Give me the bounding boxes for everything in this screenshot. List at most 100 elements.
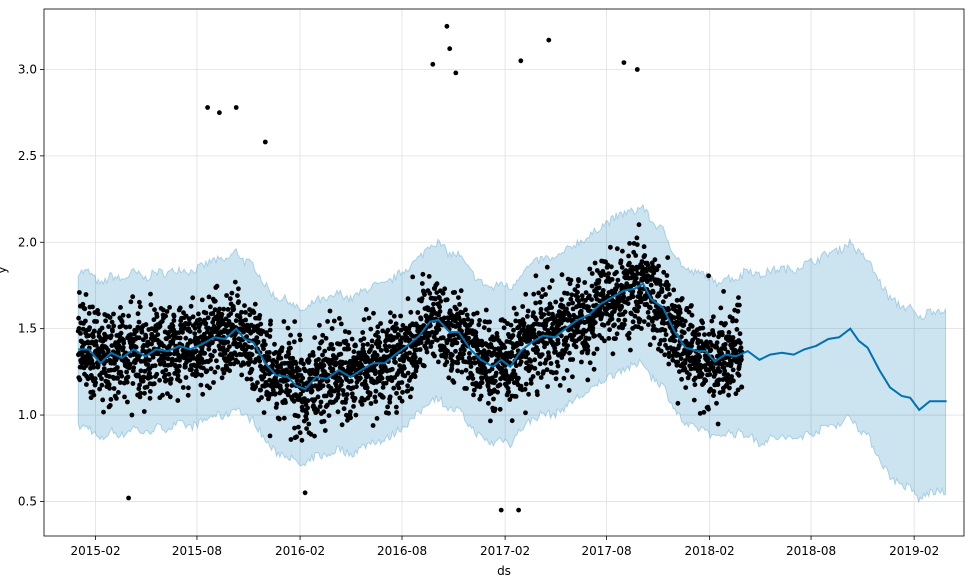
- observed-point: [281, 415, 287, 421]
- observed-point: [329, 342, 335, 347]
- observed-point: [221, 370, 227, 376]
- observed-point: [214, 358, 219, 364]
- observed-point: [667, 292, 672, 297]
- observed-point: [106, 324, 111, 329]
- observed-point: [303, 368, 308, 374]
- observed-point: [625, 301, 631, 306]
- observed-point: [498, 507, 504, 513]
- observed-point: [614, 269, 619, 275]
- observed-point: [590, 325, 596, 331]
- observed-point: [274, 401, 280, 407]
- observed-point: [365, 341, 370, 347]
- observed-point: [96, 311, 101, 317]
- observed-point: [203, 321, 209, 326]
- observed-point: [298, 337, 303, 343]
- observed-point: [187, 329, 193, 334]
- observed-point: [559, 297, 564, 302]
- observed-point: [538, 306, 544, 312]
- observed-point: [658, 338, 664, 343]
- observed-point: [627, 260, 632, 266]
- x-axis-label: ds: [497, 564, 511, 576]
- observed-point: [315, 408, 320, 413]
- observed-point: [738, 340, 743, 346]
- observed-point: [167, 305, 173, 310]
- observed-point: [249, 352, 255, 358]
- observed-point: [644, 268, 649, 274]
- observed-point: [537, 299, 543, 305]
- observed-point: [268, 318, 273, 324]
- observed-point: [486, 327, 492, 333]
- observed-point: [511, 368, 517, 374]
- observed-point: [219, 311, 225, 317]
- observed-point: [662, 327, 668, 333]
- observed-point: [397, 363, 402, 368]
- observed-point: [167, 343, 172, 349]
- observed-point: [738, 345, 744, 351]
- observed-point: [333, 355, 339, 361]
- observed-point: [665, 286, 671, 292]
- observed-point: [91, 364, 97, 370]
- observed-point: [295, 413, 301, 419]
- observed-point: [697, 354, 703, 360]
- observed-point: [232, 279, 238, 285]
- observed-point: [523, 381, 529, 387]
- observed-point: [261, 346, 266, 352]
- observed-point: [166, 371, 172, 377]
- observed-point: [532, 357, 538, 363]
- observed-point: [711, 393, 716, 398]
- observed-point: [163, 367, 169, 373]
- observed-point: [186, 385, 191, 391]
- observed-point: [633, 253, 639, 258]
- observed-point: [101, 409, 106, 415]
- observed-point: [351, 349, 357, 355]
- observed-point: [652, 257, 658, 263]
- observed-point: [386, 410, 391, 416]
- observed-point: [626, 335, 632, 341]
- observed-point: [697, 411, 703, 416]
- observed-point: [606, 336, 612, 341]
- observed-point: [725, 372, 731, 378]
- observed-point: [343, 396, 349, 402]
- observed-point: [477, 318, 482, 323]
- observed-point: [700, 325, 706, 331]
- observed-point: [737, 331, 743, 337]
- observed-point: [150, 354, 156, 360]
- observed-point: [531, 310, 536, 316]
- observed-point: [287, 388, 292, 394]
- observed-point: [86, 311, 92, 316]
- observed-point: [374, 352, 380, 358]
- observed-point: [141, 409, 147, 414]
- observed-point: [361, 317, 367, 322]
- observed-point: [577, 329, 582, 335]
- observed-point: [267, 377, 272, 383]
- observed-point: [612, 322, 617, 328]
- observed-point: [596, 278, 602, 283]
- observed-point: [456, 316, 462, 322]
- observed-point: [672, 338, 678, 344]
- observed-point: [528, 380, 534, 386]
- observed-point: [274, 359, 279, 365]
- y-tick-label: 0.5: [18, 494, 37, 508]
- observed-point: [118, 369, 124, 375]
- observed-point: [134, 328, 139, 334]
- observed-point: [163, 313, 169, 319]
- observed-point: [497, 382, 503, 388]
- observed-point: [137, 304, 143, 310]
- observed-point: [455, 360, 461, 366]
- observed-point: [525, 308, 531, 314]
- observed-point: [729, 374, 734, 379]
- observed-point: [228, 296, 233, 302]
- observed-point: [385, 327, 391, 333]
- observed-point: [492, 378, 498, 384]
- observed-point: [654, 267, 660, 273]
- observed-point: [429, 339, 435, 345]
- observed-point: [118, 330, 124, 336]
- observed-point: [393, 360, 398, 365]
- y-tick-label: 1.0: [18, 408, 37, 422]
- observed-point: [436, 359, 441, 365]
- observed-point: [516, 375, 521, 381]
- observed-point: [486, 349, 492, 355]
- observed-point: [225, 307, 231, 312]
- observed-point: [564, 306, 569, 312]
- observed-point: [278, 355, 284, 361]
